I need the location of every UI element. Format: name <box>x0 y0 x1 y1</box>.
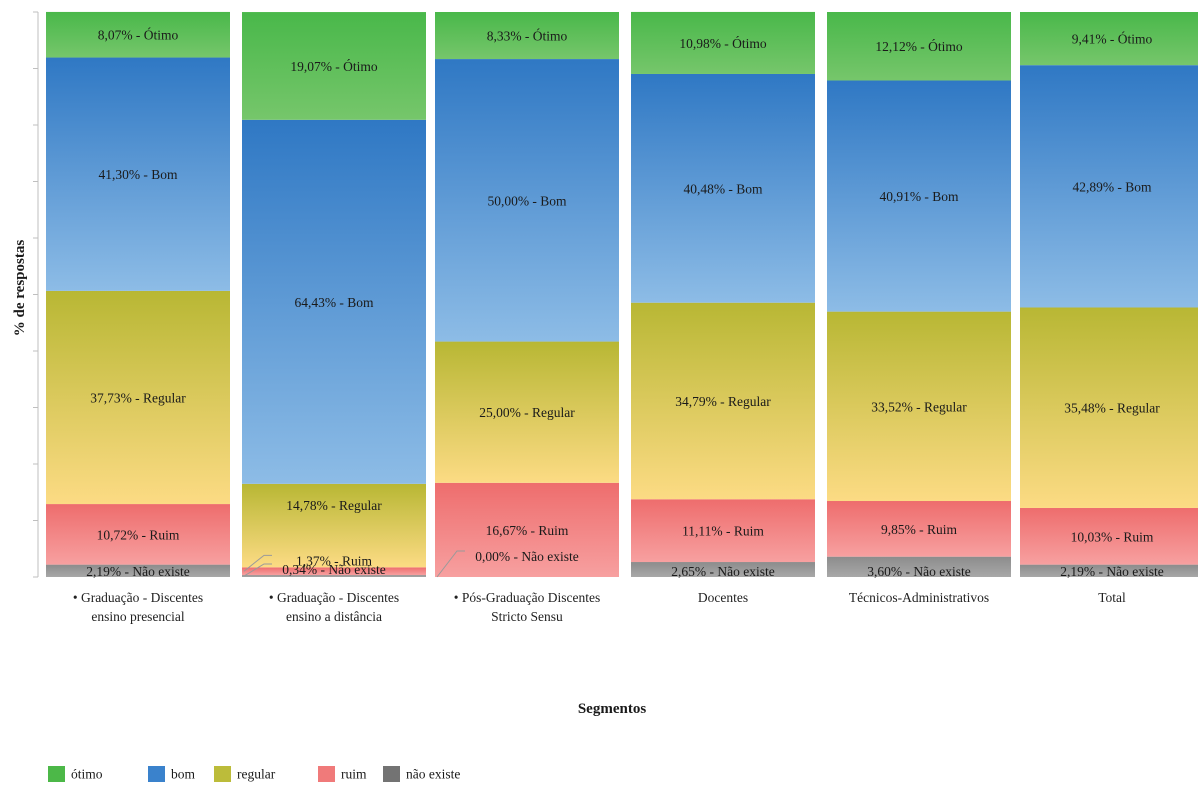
bar-ruim-3 <box>631 499 815 563</box>
bar-regular-4 <box>827 311 1011 502</box>
data-labels: 2,19% - Não existe 10,72% - Ruim 37,73% - … <box>86 28 1163 579</box>
category-label-4: Técnicos-Administrativos <box>849 590 989 605</box>
legend-label-nao_existe: não existe <box>406 767 460 782</box>
category-label-1: • Graduação - Discentes <box>269 590 399 605</box>
y-axis <box>33 11 39 578</box>
legend-label-regular: regular <box>237 767 276 782</box>
legend-label-otimo: ótimo <box>71 767 103 782</box>
data-label-regular-2: 25,00% - Regular <box>479 405 575 420</box>
data-label-ruim-2: 16,67% - Ruim <box>486 523 569 538</box>
legend-label-bom: bom <box>171 767 196 782</box>
bar-nao_existe-5 <box>1020 564 1198 577</box>
leader-line-nao_existe-1 <box>243 563 272 577</box>
leader-line-nao_existe-2 <box>436 550 465 578</box>
category-label-5: Total <box>1098 590 1126 605</box>
bar-nao_existe-4 <box>827 556 1011 577</box>
data-label-bom-0: 41,30% - Bom <box>98 167 178 182</box>
bar-regular-2 <box>435 341 619 483</box>
bar-ruim-1 <box>242 567 426 576</box>
bars <box>46 11 1198 577</box>
data-label-ruim-5: 10,03% - Ruim <box>1071 529 1154 544</box>
bar-otimo-4 <box>827 12 1011 81</box>
bar-bom-4 <box>827 80 1011 312</box>
legend-label-ruim: ruim <box>341 767 367 782</box>
bar-nao_existe-3 <box>631 562 815 577</box>
data-label-otimo-5: 9,41% - Ótimo <box>1072 32 1153 47</box>
data-label-otimo-0: 8,07% - Ótimo <box>98 28 179 43</box>
bar-ruim-2 <box>435 482 619 577</box>
bar-nao_existe-1 <box>242 575 426 577</box>
category-label-2: • Pós-Graduação Discentes <box>454 590 600 605</box>
bar-regular-1 <box>242 483 426 568</box>
leader-line-ruim-1 <box>243 554 272 572</box>
category-label-2: Stricto Sensu <box>491 609 563 624</box>
data-label-bom-5: 42,89% - Bom <box>1072 179 1152 194</box>
data-label-nao_existe-1: 0,34% - Não existe <box>282 562 385 577</box>
bar-bom-1 <box>242 119 426 484</box>
data-label-ruim-4: 9,85% - Ruim <box>881 522 958 537</box>
bar-ruim-0 <box>46 504 230 565</box>
bar-bom-2 <box>435 59 619 342</box>
bar-otimo-3 <box>631 11 815 74</box>
legend-swatch-ruim <box>318 766 335 782</box>
category-labels: • Graduação - Discentes ensino presencial… <box>73 590 1126 624</box>
data-label-nao_existe-3: 2,65% - Não existe <box>671 564 774 579</box>
bar-otimo-1 <box>242 12 426 120</box>
bar-otimo-5 <box>1020 12 1198 66</box>
data-label-regular-5: 35,48% - Regular <box>1064 401 1160 416</box>
data-label-bom-1: 64,43% - Bom <box>294 295 374 310</box>
bar-regular-5 <box>1020 307 1198 508</box>
legend: ótimo bom regular ruim não existe <box>48 766 460 782</box>
data-label-otimo-4: 12,12% - Ótimo <box>875 39 963 54</box>
data-label-otimo-3: 10,98% - Ótimo <box>679 36 767 51</box>
data-label-ruim-3: 11,11% - Ruim <box>682 524 764 539</box>
y-axis-title: % de respostas <box>12 240 28 337</box>
data-label-nao_existe-4: 3,60% - Não existe <box>867 564 970 579</box>
data-label-otimo-1: 19,07% - Ótimo <box>290 59 378 74</box>
bar-bom-3 <box>631 73 815 303</box>
bar-bom-0 <box>46 57 230 291</box>
data-label-nao_existe-5: 2,19% - Não existe <box>1060 564 1163 579</box>
x-axis-title: Segmentos <box>578 701 646 717</box>
legend-swatch-nao_existe <box>383 766 400 782</box>
bar-regular-3 <box>631 302 815 500</box>
legend-swatch-otimo <box>48 766 65 782</box>
data-label-regular-0: 37,73% - Regular <box>90 390 186 405</box>
category-label-1: ensino a distância <box>286 609 382 624</box>
category-label-0: • Graduação - Discentes <box>73 590 203 605</box>
data-label-regular-3: 34,79% - Regular <box>675 394 771 409</box>
data-label-otimo-2: 8,33% - Ótimo <box>487 29 568 44</box>
data-label-ruim-0: 10,72% - Ruim <box>97 527 180 542</box>
data-label-ruim-1: 1,37% - Ruim <box>296 553 373 568</box>
data-label-bom-4: 40,91% - Bom <box>879 189 959 204</box>
legend-swatch-bom <box>148 766 165 782</box>
bar-regular-0 <box>46 290 230 505</box>
data-label-bom-2: 50,00% - Bom <box>487 193 567 208</box>
data-label-regular-1: 14,78% - Regular <box>286 498 382 513</box>
category-label-0: ensino presencial <box>91 609 185 624</box>
legend-swatch-regular <box>214 766 231 782</box>
bar-ruim-4 <box>827 501 1011 557</box>
bar-nao_existe-0 <box>46 564 230 577</box>
bar-ruim-5 <box>1020 507 1198 565</box>
data-label-regular-4: 33,52% - Regular <box>871 399 967 414</box>
bar-otimo-2 <box>435 12 619 60</box>
category-label-3: Docentes <box>698 590 748 605</box>
data-label-nao_existe-0: 2,19% - Não existe <box>86 564 189 579</box>
bar-bom-5 <box>1020 65 1198 308</box>
data-label-bom-3: 40,48% - Bom <box>683 181 763 196</box>
bar-otimo-0 <box>46 11 230 58</box>
data-label-nao_existe-2: 0,00% - Não existe <box>475 549 578 564</box>
